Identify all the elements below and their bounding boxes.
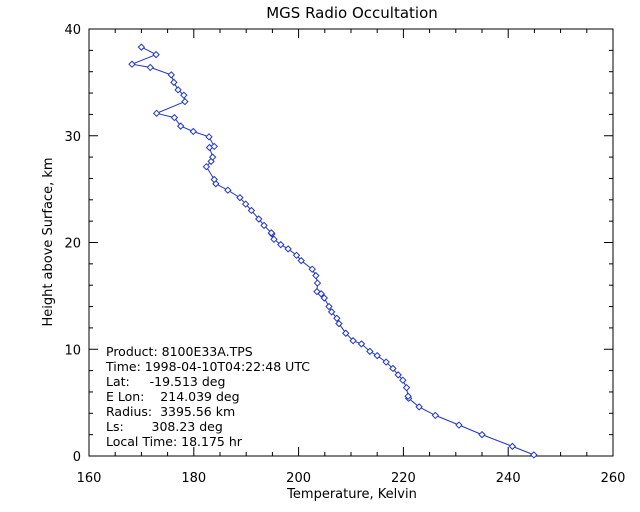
data-point-marker	[180, 91, 188, 99]
data-point-marker	[333, 314, 341, 322]
data-point-marker	[128, 60, 136, 68]
info-block: Product: 8100E33A.TPS Time: 1998-04-10T0…	[105, 344, 310, 449]
data-point-marker	[349, 337, 357, 345]
y-axis-label: Height above Surface, km	[41, 157, 56, 326]
data-point-marker	[404, 392, 412, 400]
data-point-marker	[327, 308, 336, 316]
data-point-marker	[255, 215, 263, 223]
data-point-marker	[308, 265, 316, 273]
data-point-marker	[170, 113, 179, 122]
data-point-marker	[260, 221, 268, 230]
data-point-marker	[210, 175, 218, 184]
data-point-marker	[313, 287, 321, 296]
data-point-marker	[267, 229, 276, 237]
x-tick-label: 160	[77, 471, 102, 486]
y-tick-label: 30	[64, 130, 81, 145]
data-point-marker	[208, 153, 217, 161]
data-point-marker	[455, 421, 463, 429]
data-point-marker	[431, 411, 440, 420]
x-tick-label: 180	[181, 471, 206, 486]
x-tick-label: 220	[391, 471, 416, 486]
data-point-marker	[312, 271, 320, 280]
data-markers	[128, 43, 538, 459]
data-point-marker	[176, 122, 185, 130]
data-point-marker	[210, 142, 218, 151]
x-tick-labels: 160 180 200 220 240 260	[77, 471, 626, 486]
data-point-marker	[170, 78, 178, 87]
data-point-marker	[402, 383, 411, 392]
data-point-marker	[224, 186, 232, 194]
y-tick-labels: 0 10 20 30 40	[64, 23, 81, 465]
data-point-marker	[399, 376, 407, 384]
info-ls: Ls: 308.23 deg	[106, 419, 223, 434]
x-tick-label: 200	[286, 471, 311, 486]
data-point-marker	[137, 43, 146, 51]
data-point-marker	[335, 319, 343, 328]
data-point-marker	[373, 351, 381, 360]
data-point-marker	[415, 403, 423, 411]
data-point-marker	[277, 240, 285, 249]
info-lat: Lat: -19.513 deg	[106, 374, 225, 389]
data-point-marker	[389, 364, 397, 373]
data-point-marker	[181, 97, 189, 106]
axis-ticks	[88, 28, 614, 457]
info-time: Time: 1998-04-10T04:22:48 UTC	[105, 359, 310, 374]
data-point-marker	[152, 50, 160, 59]
data-point-marker	[241, 200, 250, 208]
x-tick-label: 260	[601, 471, 626, 486]
y-tick-label: 20	[64, 237, 81, 252]
data-point-marker	[189, 127, 197, 136]
data-point-marker	[320, 294, 328, 302]
info-radius: Radius: 3395.56 km	[106, 404, 235, 419]
data-point-marker	[146, 63, 155, 72]
data-point-marker	[205, 133, 213, 141]
x-tick-label: 240	[496, 471, 521, 486]
x-axis-label: Temperature, Kelvin	[286, 487, 417, 502]
data-point-marker	[297, 256, 305, 265]
info-product: Product: 8100E33A.TPS	[106, 344, 253, 359]
data-point-marker	[292, 251, 301, 260]
info-elon: E Lon: 214.039 deg	[106, 389, 240, 404]
data-point-marker	[530, 451, 538, 459]
data-point-marker	[366, 347, 374, 356]
data-point-marker	[152, 109, 161, 118]
data-point-marker	[357, 340, 366, 348]
data-point-marker	[236, 193, 244, 202]
data-point-marker	[174, 86, 182, 94]
data-point-marker	[270, 235, 278, 244]
data-point-marker	[394, 371, 402, 379]
data-point-marker	[313, 279, 322, 287]
data-point-marker	[325, 302, 333, 311]
data-point-marker	[167, 71, 175, 79]
y-tick-label: 10	[64, 343, 81, 358]
data-point-marker	[342, 329, 350, 337]
data-point-marker	[508, 442, 517, 451]
chart-title: MGS Radio Occultation	[266, 4, 438, 22]
data-point-marker	[478, 430, 486, 439]
y-tick-label: 0	[73, 450, 81, 465]
data-point-marker	[247, 206, 256, 215]
data-point-marker	[382, 358, 390, 366]
data-point-marker	[202, 163, 211, 171]
y-tick-label: 40	[64, 23, 81, 38]
info-local-time: Local Time: 18.175 hr	[106, 434, 243, 449]
data-point-marker	[284, 245, 292, 253]
